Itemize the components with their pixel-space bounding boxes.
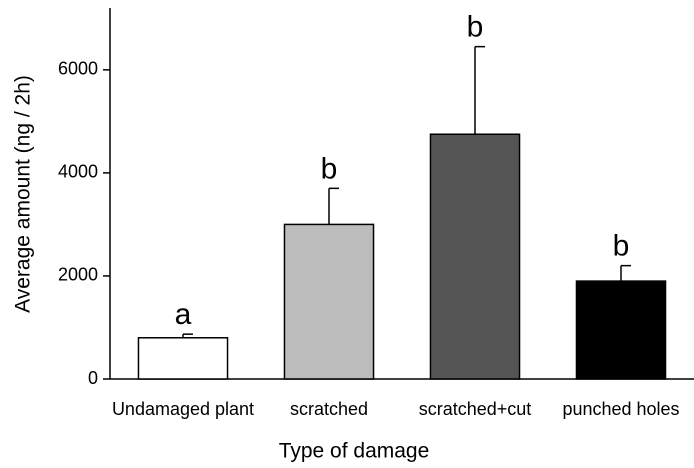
annotation: b xyxy=(613,230,630,263)
bar xyxy=(137,337,229,380)
x-tick-label: Undamaged plant xyxy=(112,399,254,419)
bar xyxy=(283,223,375,380)
x-tick-label: scratched xyxy=(290,399,368,419)
x-tick-label: punched holes xyxy=(562,399,679,419)
x-axis-label: Type of damage xyxy=(279,440,430,463)
y-tick-label: 6000 xyxy=(58,59,98,79)
x-tick-label: scratched+cut xyxy=(419,399,532,419)
annotation: b xyxy=(321,152,338,185)
y-tick-label: 4000 xyxy=(58,162,98,182)
bar xyxy=(429,133,521,380)
bar xyxy=(575,280,667,380)
annotation: b xyxy=(467,11,484,44)
y-axis-label: Average amount (ng / 2h) xyxy=(12,75,35,313)
y-tick-label: 0 xyxy=(88,368,98,388)
annotation: a xyxy=(175,298,192,331)
y-tick-label: 2000 xyxy=(58,265,98,285)
